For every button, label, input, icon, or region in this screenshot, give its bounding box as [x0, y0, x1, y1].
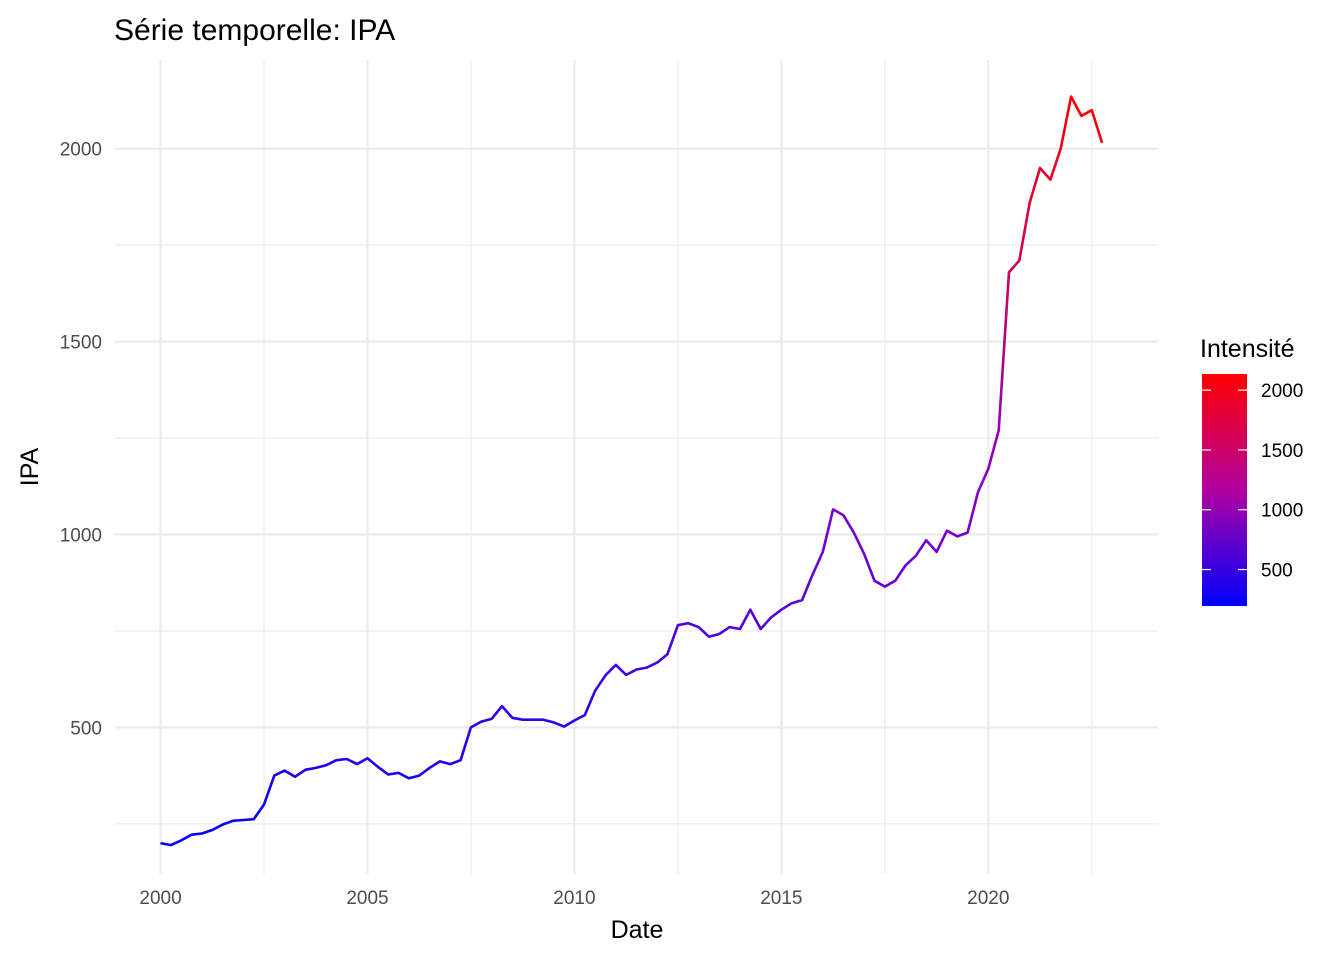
legend-title: Intensité [1200, 335, 1295, 363]
y-tick-label: 1500 [60, 333, 102, 354]
legend-label: 500 [1261, 561, 1293, 582]
legend-colorbar [1202, 374, 1247, 606]
series-line-ipa [160, 95, 1104, 847]
x-axis-ticks: 2000 2005 2010 2015 2020 [139, 888, 1009, 909]
x-tick-label: 2020 [967, 888, 1009, 909]
legend-label: 2000 [1261, 381, 1303, 402]
x-tick-label: 2015 [760, 888, 802, 909]
chart-title: Série temporelle: IPA [114, 14, 395, 47]
y-axis-ticks: 500 1000 1500 2000 [60, 140, 102, 740]
x-tick-label: 2005 [346, 888, 388, 909]
x-tick-label: 2010 [553, 888, 595, 909]
legend-label: 1500 [1261, 441, 1303, 462]
y-tick-label: 2000 [60, 140, 102, 161]
legend-label: 1000 [1261, 501, 1303, 522]
grid-lines [115, 60, 1158, 874]
y-axis-label: IPA [16, 447, 44, 486]
y-tick-label: 500 [70, 718, 102, 739]
legend: Intensité 500 1000 1500 2000 [1200, 335, 1303, 606]
series-layer [160, 95, 1104, 847]
x-tick-label: 2000 [139, 888, 181, 909]
x-axis-label: Date [611, 916, 664, 944]
legend-ticks: 500 1000 1500 2000 [1202, 381, 1303, 582]
y-tick-label: 1000 [60, 526, 102, 547]
